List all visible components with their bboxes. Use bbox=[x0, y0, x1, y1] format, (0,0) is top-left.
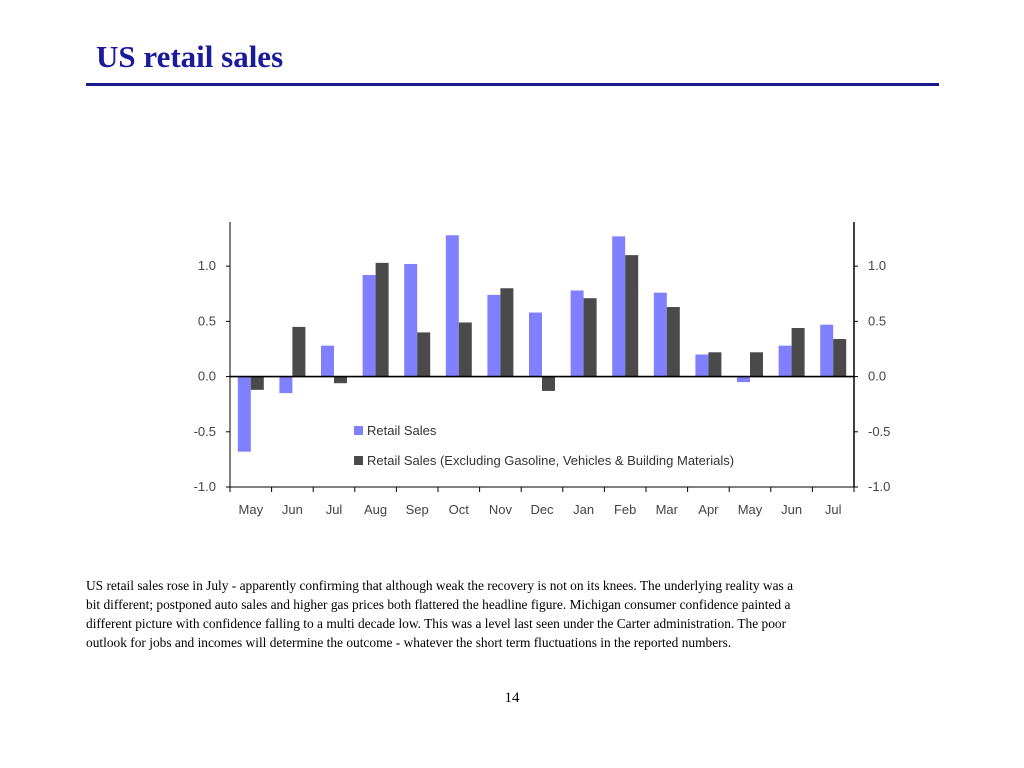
x-label-14: Jul bbox=[825, 502, 842, 517]
x-label-6: Nov bbox=[489, 502, 513, 517]
y-tick-left-label-3: -0.5 bbox=[194, 424, 216, 439]
x-label-7: Dec bbox=[530, 502, 554, 517]
y-axis-right-ticks: 1.0 0.5 0.0 -0.5 -1.0 bbox=[854, 258, 890, 494]
bar-series1-1 bbox=[279, 376, 293, 394]
y-tick-left-label-4: -1.0 bbox=[194, 479, 216, 494]
x-label-0: May bbox=[239, 502, 264, 517]
x-label-2: Jul bbox=[326, 502, 343, 517]
bar-series1-2 bbox=[321, 345, 334, 377]
bar-series1-8 bbox=[570, 290, 584, 377]
x-label-10: Mar bbox=[656, 502, 679, 517]
slide-caption: US retail sales rose in July - apparentl… bbox=[86, 578, 794, 650]
bar-series1-10 bbox=[653, 292, 667, 377]
y-tick-left-label-0: 1.0 bbox=[198, 258, 216, 273]
legend-label-1: Retail Sales bbox=[367, 423, 437, 438]
bar-series1-14 bbox=[820, 324, 834, 377]
y-tick-right-label-4: -1.0 bbox=[868, 479, 890, 494]
bar-series2-8 bbox=[583, 298, 597, 377]
x-label-4: Sep bbox=[406, 502, 429, 517]
page-number: 14 bbox=[504, 690, 520, 706]
bar-series2-7 bbox=[542, 376, 555, 391]
y-tick-right-label-3: -0.5 bbox=[868, 424, 890, 439]
x-label-3: Aug bbox=[364, 502, 387, 517]
bar-series2-4 bbox=[417, 332, 431, 377]
bar-series2-10 bbox=[666, 307, 680, 377]
retail-sales-chart: 1.0 0.5 0.0 -0.5 -1.0 1.0 0.5 0.0 -0.5 -1.0 May J… bbox=[194, 222, 890, 517]
legend-label-2: Retail Sales (Excluding Gasoline, Vehicl… bbox=[367, 453, 734, 468]
bar-series1-3 bbox=[362, 275, 376, 377]
y-axis-left-ticks: 1.0 0.5 0.0 -0.5 -1.0 bbox=[194, 258, 230, 494]
bar-series1-0 bbox=[237, 376, 251, 452]
x-axis-labels: May Jun Jul Aug Sep Oct Nov Dec Jan Feb Mar Apr May J… bbox=[239, 502, 842, 517]
x-label-12: May bbox=[738, 502, 763, 517]
bar-series2-3 bbox=[375, 262, 389, 377]
bar-series1-11 bbox=[695, 354, 709, 377]
x-label-8: Jan bbox=[573, 502, 594, 517]
x-label-9: Feb bbox=[614, 502, 636, 517]
bar-series1-12 bbox=[737, 376, 750, 383]
bar-series2-5 bbox=[458, 322, 472, 377]
bar-series1-9 bbox=[612, 236, 626, 377]
y-tick-left-label-2: 0.0 bbox=[198, 369, 216, 384]
bar-series2-12 bbox=[750, 352, 763, 377]
bar-series1-4 bbox=[404, 263, 418, 377]
bar-series2-9 bbox=[625, 255, 639, 377]
bar-series2-13 bbox=[791, 328, 805, 377]
bar-series2-2 bbox=[334, 376, 347, 384]
y-tick-right-label-1: 0.5 bbox=[868, 313, 886, 328]
bar-series2-1 bbox=[292, 326, 306, 377]
bar-series2-11 bbox=[708, 352, 722, 377]
bar-series1-5 bbox=[445, 235, 459, 377]
title-divider bbox=[86, 83, 939, 86]
x-label-1: Jun bbox=[282, 502, 303, 517]
bar-series2-6 bbox=[500, 288, 514, 377]
x-label-11: Apr bbox=[698, 502, 719, 517]
x-label-13: Jun bbox=[781, 502, 802, 517]
chart-bars bbox=[237, 235, 847, 452]
y-tick-left-label-1: 0.5 bbox=[198, 313, 216, 328]
slide-title: US retail sales bbox=[96, 39, 284, 74]
y-tick-right-label-2: 0.0 bbox=[868, 369, 886, 384]
x-label-5: Oct bbox=[449, 502, 470, 517]
bar-series2-0 bbox=[250, 376, 264, 390]
bar-series2-14 bbox=[833, 339, 847, 377]
y-tick-right-label-0: 1.0 bbox=[868, 258, 886, 273]
bar-series1-6 bbox=[487, 294, 501, 377]
legend-swatch-2 bbox=[354, 456, 363, 465]
bar-series1-13 bbox=[778, 345, 792, 377]
legend-swatch-1 bbox=[354, 426, 363, 435]
bar-series1-7 bbox=[529, 312, 542, 377]
chart-legend: Retail Sales Retail Sales (Excluding Gaso… bbox=[354, 423, 734, 468]
